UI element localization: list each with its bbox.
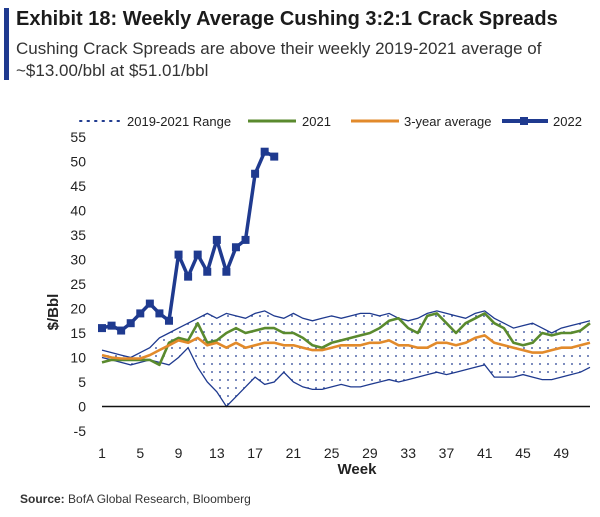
y-tick-label: 0	[78, 399, 86, 415]
x-tick-label: 49	[554, 445, 570, 461]
y-tick-label: 5	[78, 374, 86, 390]
y-tick-label: 50	[70, 154, 86, 170]
title-accent-bar	[4, 8, 9, 80]
x-tick-labels: 1 5 9 13 17 21 25 29 33 37 41 45 49	[98, 445, 569, 461]
chart-subtitle: Cushing Crack Spreads are above their we…	[16, 39, 542, 80]
legend-range-label: 2019-2021 Range	[127, 114, 231, 129]
series-lines	[98, 147, 591, 367]
range-upper-line	[101, 310, 591, 359]
series-2022-point	[193, 250, 202, 259]
x-tick-label: 37	[439, 445, 455, 461]
series-2022-point	[117, 326, 126, 335]
x-tick-label: 21	[286, 445, 302, 461]
source-text: BofA Global Research, Bloomberg	[68, 492, 251, 506]
series-2022-point	[203, 267, 212, 276]
y-tick-label: 20	[70, 301, 86, 317]
y-tick-label: 55	[70, 129, 86, 145]
series-2022-point	[231, 243, 240, 252]
legend-2022-label: 2022	[553, 114, 582, 129]
x-tick-label: 33	[400, 445, 416, 461]
series-2022-point	[251, 169, 260, 178]
series-2022-point	[222, 267, 231, 276]
x-tick-label: 29	[362, 445, 378, 461]
chart-title: Exhibit 18: Weekly Average Cushing 3:2:1…	[16, 8, 558, 30]
x-axis-title: Week	[338, 461, 378, 478]
y-tick-label: 40	[70, 203, 86, 219]
series-2022-point	[136, 309, 145, 318]
y-tick-label: 30	[70, 252, 86, 268]
series-2022-point	[174, 250, 183, 259]
series-2022-point	[241, 235, 250, 244]
series-2022-point	[164, 316, 173, 325]
y-tick-label: 25	[70, 276, 86, 292]
x-tick-label: 1	[98, 445, 106, 461]
y-axis-title: $/Bbl	[45, 294, 62, 331]
source-label: Source:	[20, 492, 65, 506]
source-note: Source: BofA Global Research, Bloomberg	[20, 492, 251, 506]
series-3yr-average-line	[101, 334, 591, 360]
legend-2021-label: 2021	[302, 114, 331, 129]
legend-2022-marker	[520, 117, 528, 125]
x-tick-label: 13	[209, 445, 225, 461]
x-tick-label: 45	[515, 445, 531, 461]
legend: 2019-2021 Range 2021 3-year average 2022	[79, 114, 582, 129]
series-2022-point	[126, 319, 135, 328]
series-2022-point	[145, 299, 154, 308]
series-2021-line	[101, 312, 591, 367]
series-2022-point	[155, 309, 164, 318]
range-band-fill	[102, 310, 590, 407]
x-tick-label: 25	[324, 445, 340, 461]
y-tick-labels: -5 0 5 10 15 20 25 30 35 40 45 50 55	[70, 129, 86, 439]
x-tick-label: 17	[247, 445, 263, 461]
x-tick-label: 5	[136, 445, 144, 461]
legend-avg-label: 3-year average	[404, 114, 491, 129]
y-tick-label: 45	[70, 178, 86, 194]
x-tick-label: 9	[175, 445, 183, 461]
series-2022-point	[212, 235, 221, 244]
y-tick-label: 35	[70, 227, 86, 243]
range-lower-line	[101, 346, 591, 408]
series-2022-point	[184, 272, 193, 281]
series-2022-point	[260, 147, 269, 156]
y-tick-label: 10	[70, 350, 86, 366]
series-2022-point	[107, 321, 116, 330]
series-2022-point	[270, 152, 279, 161]
x-tick-label: 41	[477, 445, 493, 461]
series-2022-point	[98, 324, 106, 333]
y-tick-label: 15	[70, 325, 86, 341]
range-band	[101, 310, 591, 408]
y-tick-label: -5	[74, 423, 87, 439]
